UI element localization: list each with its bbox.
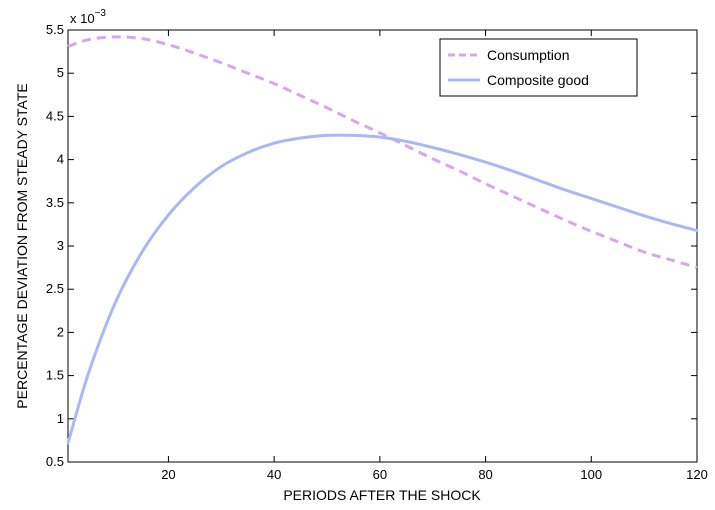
x-tick-label: 40	[267, 467, 281, 482]
x-tick-label: 80	[478, 467, 492, 482]
legend-label-consumption: Consumption	[487, 47, 570, 63]
series-line-composite-good	[66, 133, 699, 445]
y-tick-label: 5	[57, 65, 64, 80]
x-axis-label: PERIODS AFTER THE SHOCK	[283, 487, 481, 503]
y-tick-label: 3	[57, 238, 64, 253]
x-tick-label: 120	[686, 467, 708, 482]
legend-box	[439, 38, 638, 97]
x-axis-ticks: 20 40 60 80 100 120	[161, 30, 708, 482]
y-multiplier-base: x 10	[70, 11, 95, 26]
y-axis-label: PERCENTAGE DEVIATION FROM STEADY STATE	[14, 83, 30, 408]
y-multiplier-exponent: −3	[95, 8, 107, 19]
y-tick-label: 0.5	[46, 454, 64, 469]
y-tick-label: 3.5	[46, 195, 64, 210]
y-tick-label: 2.5	[46, 281, 64, 296]
y-axis-ticks: 0.5 1 1.5 2 2.5 3 3.5 4 4.5 5 5.5	[46, 22, 697, 469]
plot-area	[67, 29, 698, 463]
x-tick-label: 20	[161, 467, 175, 482]
y-tick-label: 4.5	[46, 108, 64, 123]
y-tick-label: 1.5	[46, 368, 64, 383]
legend: Consumption Composite good	[439, 38, 638, 97]
series-line-consumption	[67, 35, 698, 270]
y-tick-label: 2	[57, 324, 64, 339]
series-layer	[66, 35, 699, 445]
y-tick-label: 4	[57, 152, 64, 167]
legend-label-composite-good: Composite good	[487, 72, 589, 88]
x-tick-label: 60	[373, 467, 387, 482]
y-multiplier: x 10−3	[70, 8, 106, 26]
x-tick-label: 100	[580, 467, 602, 482]
y-tick-label: 1	[57, 411, 64, 426]
y-tick-label: 5.5	[46, 22, 64, 37]
